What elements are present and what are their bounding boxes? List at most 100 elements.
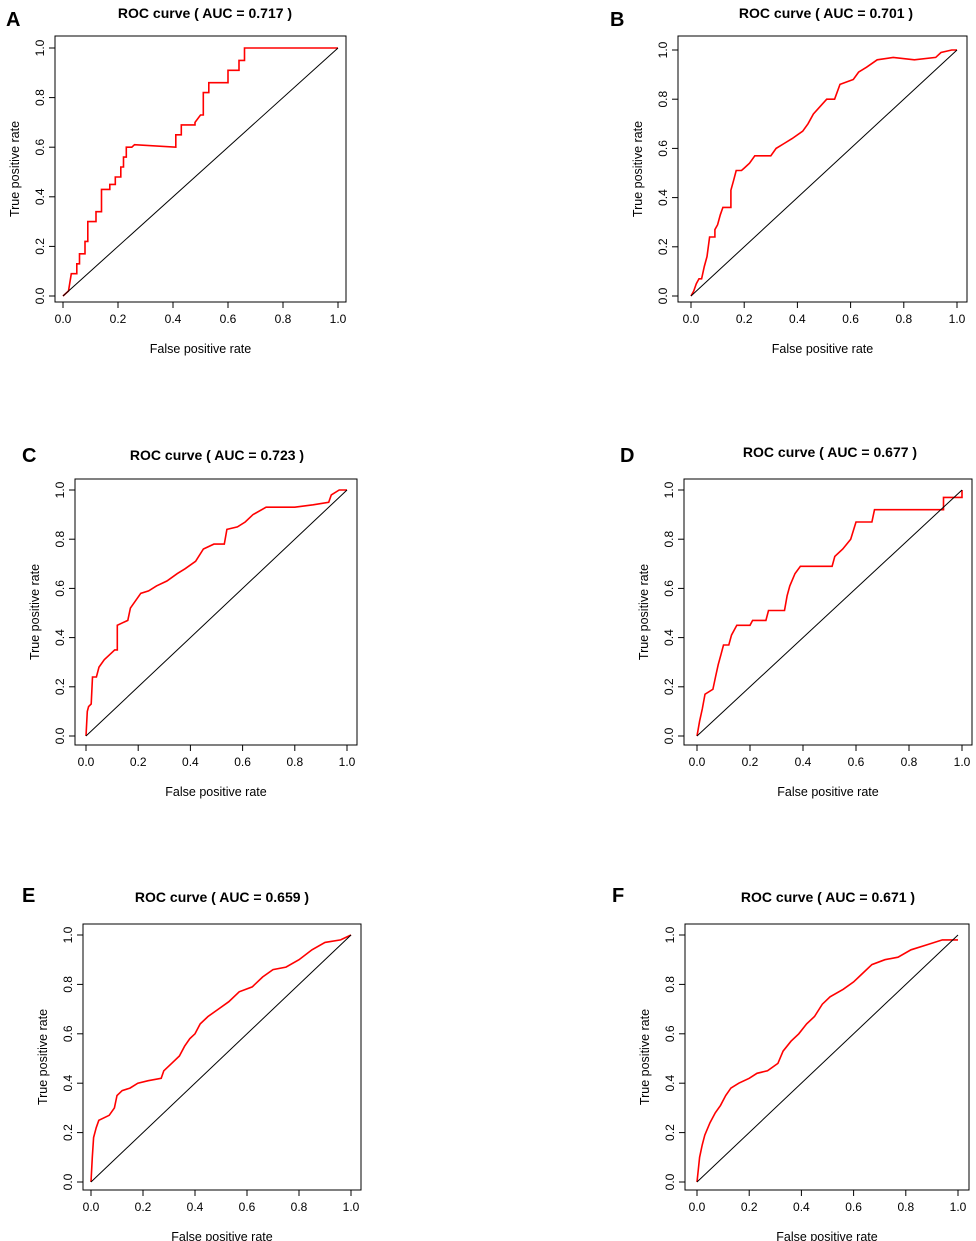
x-tick-label: 0.0: [689, 755, 706, 769]
y-tick-label: 1.0: [663, 926, 677, 943]
y-tick-label: 0.4: [33, 188, 47, 205]
x-tick-label: 0.8: [291, 1200, 308, 1214]
x-tick-label: 0.4: [793, 1200, 810, 1214]
x-tick-label: 0.2: [110, 312, 127, 326]
y-tick-label: 1.0: [53, 481, 67, 498]
x-tick-label: 0.6: [239, 1200, 256, 1214]
x-tick-label: 1.0: [343, 1200, 360, 1214]
x-tick-label: 0.4: [165, 312, 182, 326]
x-tick-label: 0.6: [845, 1200, 862, 1214]
panel-letter: B: [610, 9, 624, 31]
plot-frame: [677, 35, 968, 303]
roc-panel-c: C ROC curve ( AUC = 0.723 ) 0.0 0.2 0.4 0.6 0.…: [22, 445, 358, 799]
x-tick-label: 0.6: [234, 755, 251, 769]
x-tick-label: 0.4: [789, 312, 806, 326]
x-tick-label: 0.0: [83, 1200, 100, 1214]
x-tick-label: 0.2: [135, 1200, 152, 1214]
y-axis-label: True positive rate: [28, 564, 42, 660]
y-tick-label: 0.0: [61, 1173, 75, 1190]
x-tick-label: 0.8: [286, 755, 303, 769]
x-axis-label: False positive rate: [772, 342, 873, 356]
x-tick-label: 0.2: [742, 755, 759, 769]
roc-curve-line: [85, 489, 347, 737]
x-tick-label: 1.0: [950, 1200, 967, 1214]
y-tick-label: 0.6: [656, 140, 670, 157]
y-tick-label: 1.0: [662, 481, 676, 498]
x-tick-label: 0.6: [220, 312, 237, 326]
plot-frame: [74, 478, 358, 746]
y-tick-label: 0.8: [61, 976, 75, 993]
y-tick-label: 0.8: [656, 91, 670, 108]
reference-diagonal-line: [696, 934, 959, 1183]
x-tick-label: 0.8: [901, 755, 918, 769]
roc-curve-line: [90, 934, 352, 1183]
y-tick-label: 1.0: [61, 926, 75, 943]
y-tick-label: 0.4: [662, 629, 676, 646]
x-tick-label: 0.2: [741, 1200, 758, 1214]
y-tick-label: 0.4: [61, 1075, 75, 1092]
roc-curve-line: [690, 49, 957, 297]
y-tick-label: 0.8: [33, 89, 47, 106]
x-tick-label: 0.4: [187, 1200, 204, 1214]
x-tick-label: 0.0: [683, 312, 700, 326]
roc-curve-line: [62, 47, 338, 297]
y-tick-label: 0.4: [663, 1075, 677, 1092]
reference-diagonal-line: [696, 489, 963, 737]
roc-curve-line: [696, 939, 958, 1183]
y-tick-label: 0.8: [663, 976, 677, 993]
y-tick-label: 0.0: [33, 287, 47, 304]
reference-diagonal-line: [690, 49, 958, 297]
y-axis-label: True positive rate: [8, 121, 22, 217]
x-tick-label: 0.0: [78, 755, 95, 769]
plot-frame: [684, 923, 970, 1191]
y-tick-label: 0.6: [53, 580, 67, 597]
y-tick-label: 0.4: [53, 629, 67, 646]
chart-title: ROC curve ( AUC = 0.671 ): [741, 889, 915, 905]
chart-title: ROC curve ( AUC = 0.677 ): [743, 444, 917, 460]
y-tick-label: 0.6: [662, 580, 676, 597]
y-tick-label: 0.2: [656, 238, 670, 255]
y-tick-label: 0.0: [53, 727, 67, 744]
panel-letter: F: [612, 885, 624, 907]
x-axis-label: False positive rate: [165, 785, 266, 799]
x-tick-label: 0.6: [848, 755, 865, 769]
reference-diagonal-line: [85, 489, 348, 737]
x-tick-label: 0.0: [689, 1200, 706, 1214]
reference-diagonal-line: [90, 934, 352, 1183]
panel-letter: E: [22, 885, 35, 907]
y-axis-label: True positive rate: [36, 1009, 50, 1105]
plot-frame: [54, 35, 347, 303]
chart-title: ROC curve ( AUC = 0.659 ): [135, 889, 309, 905]
panel-letter: D: [620, 445, 634, 467]
roc-panel-d: D ROC curve ( AUC = 0.677 ) 0.0 0.2 0.4 0.6 0.…: [620, 444, 973, 799]
y-tick-label: 0.2: [61, 1124, 75, 1141]
chart-title: ROC curve ( AUC = 0.717 ): [118, 5, 292, 21]
roc-panel-e: E ROC curve ( AUC = 0.659 ) 0.0 0.2 0.4 0.6 0.…: [22, 885, 362, 1241]
y-tick-label: 0.2: [662, 678, 676, 695]
y-tick-label: 0.2: [33, 238, 47, 255]
x-axis-label: False positive rate: [776, 1230, 877, 1241]
x-tick-label: 0.6: [842, 312, 859, 326]
y-axis-label: True positive rate: [637, 564, 651, 660]
y-tick-label: 0.0: [662, 727, 676, 744]
y-tick-label: 0.6: [61, 1025, 75, 1042]
y-tick-label: 0.6: [33, 139, 47, 156]
roc-panel-b: B ROC curve ( AUC = 0.701 ) 0.0 0.2 0.4 0.6 0.…: [610, 5, 968, 356]
y-tick-label: 1.0: [33, 39, 47, 56]
reference-diagonal-line: [62, 47, 339, 297]
y-tick-label: 0.8: [53, 531, 67, 548]
plot-frame: [82, 923, 362, 1191]
x-tick-label: 0.4: [182, 755, 199, 769]
y-tick-label: 0.2: [663, 1124, 677, 1141]
x-axis-label: False positive rate: [777, 785, 878, 799]
y-axis-label: True positive rate: [638, 1009, 652, 1105]
y-tick-label: 0.0: [663, 1173, 677, 1190]
y-tick-label: 0.4: [656, 189, 670, 206]
x-tick-label: 1.0: [330, 312, 347, 326]
y-tick-label: 0.8: [662, 531, 676, 548]
panel-letter: A: [6, 9, 20, 31]
x-tick-label: 1.0: [954, 755, 971, 769]
x-axis-label: False positive rate: [150, 342, 251, 356]
x-tick-label: 1.0: [339, 755, 356, 769]
